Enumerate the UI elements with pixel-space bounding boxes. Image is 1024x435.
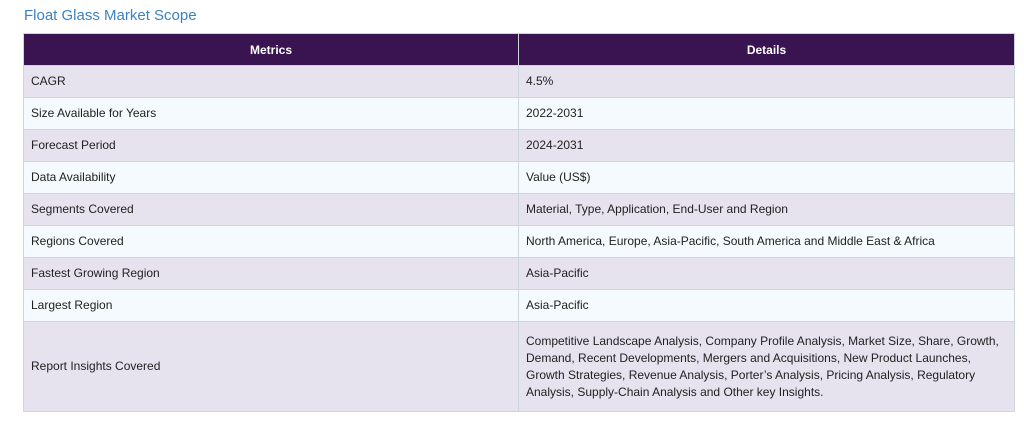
detail-cell: Value (US$): [518, 161, 1015, 194]
metric-cell: CAGR: [23, 65, 519, 98]
detail-cell: 4.5%: [518, 65, 1015, 98]
table-row: CAGR 4.5%: [23, 65, 1015, 98]
table-row: Regions Covered North America, Europe, A…: [23, 225, 1015, 258]
detail-cell: Competitive Landscape Analysis, Company …: [518, 321, 1015, 412]
table-row: Forecast Period 2024-2031: [23, 129, 1015, 162]
detail-cell: Material, Type, Application, End-User an…: [518, 193, 1015, 226]
table-row: Largest Region Asia-Pacific: [23, 289, 1015, 322]
metric-cell: Report Insights Covered: [23, 321, 519, 412]
table-row: Size Available for Years 2022-2031: [23, 97, 1015, 130]
table-row: Data Availability Value (US$): [23, 161, 1015, 194]
metric-cell: Size Available for Years: [23, 97, 519, 130]
table-row: Segments Covered Material, Type, Applica…: [23, 193, 1015, 226]
detail-cell: Asia-Pacific: [518, 257, 1015, 290]
detail-cell: 2024-2031: [518, 129, 1015, 162]
detail-cell: North America, Europe, Asia-Pacific, Sou…: [518, 225, 1015, 258]
table-header-row: Metrics Details: [23, 33, 1015, 66]
metric-cell: Data Availability: [23, 161, 519, 194]
table-row: Fastest Growing Region Asia-Pacific: [23, 257, 1015, 290]
metric-cell: Largest Region: [23, 289, 519, 322]
detail-cell: 2022-2031: [518, 97, 1015, 130]
detail-cell: Asia-Pacific: [518, 289, 1015, 322]
header-metrics: Metrics: [23, 33, 519, 66]
market-scope-table: Metrics Details CAGR 4.5% Size Available…: [23, 33, 1015, 412]
header-details: Details: [518, 33, 1015, 66]
page-title: Float Glass Market Scope: [24, 7, 197, 24]
metric-cell: Regions Covered: [23, 225, 519, 258]
metric-cell: Segments Covered: [23, 193, 519, 226]
table-row: Report Insights Covered Competitive Land…: [23, 321, 1015, 412]
metric-cell: Forecast Period: [23, 129, 519, 162]
metric-cell: Fastest Growing Region: [23, 257, 519, 290]
